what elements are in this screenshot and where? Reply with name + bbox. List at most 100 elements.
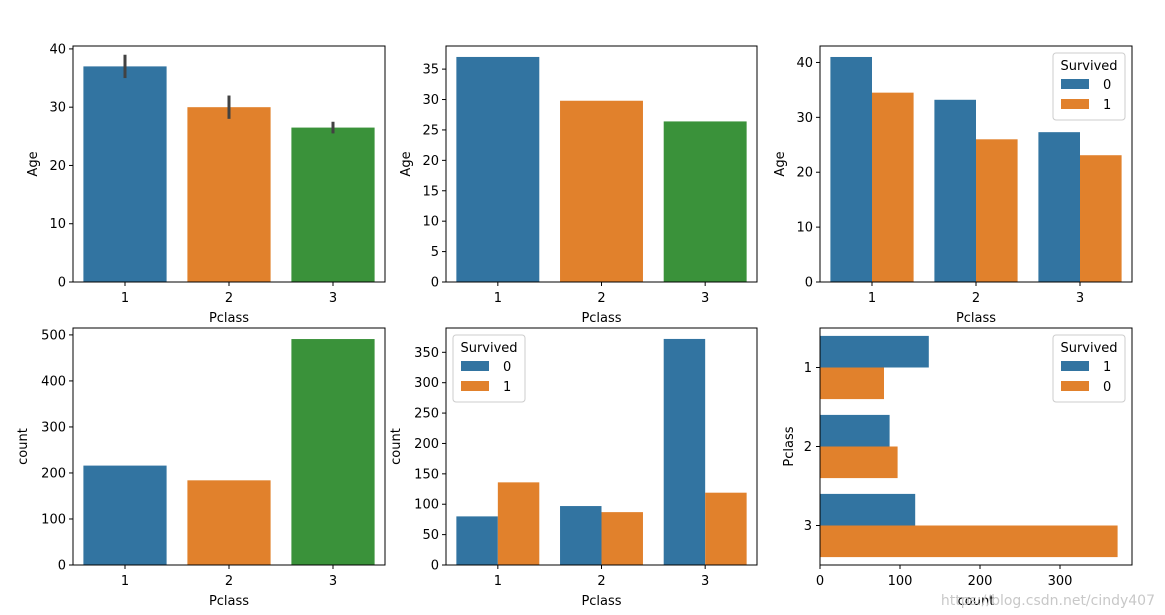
y-tick-label: 400 <box>41 374 66 389</box>
y-tick-label: 20 <box>49 159 66 174</box>
x-axis-label: Pclass <box>956 311 996 326</box>
y-tick-label: 30 <box>796 111 813 126</box>
bar-series0-cat1 <box>456 516 498 565</box>
legend-swatch <box>1061 79 1089 89</box>
bar-cat1 <box>83 465 167 565</box>
y-tick-label: 1 <box>804 361 812 376</box>
x-tick-label: 1 <box>121 291 129 306</box>
bar-series1-cat3 <box>705 492 747 565</box>
bar-series0-cat1 <box>820 367 884 400</box>
x-tick-label: 1 <box>868 291 876 306</box>
bar-series1-cat1 <box>872 92 914 283</box>
legend: Survived 0 1 <box>452 334 526 403</box>
legend-title: Survived <box>1060 341 1117 356</box>
legend-entry: 1 <box>503 380 511 395</box>
chart-panel-2: 0 5 10 15 20 25 30 35 1 2 3 Pclass Age <box>399 45 758 326</box>
y-tick-label: 500 <box>41 328 66 343</box>
bar-series1-cat2 <box>976 139 1018 282</box>
bar-cat1 <box>83 66 167 282</box>
bar-series0-cat1 <box>830 56 872 282</box>
x-axis-label: Pclass <box>581 594 621 609</box>
x-tick-label: 3 <box>1076 291 1084 306</box>
x-tick-label: 300 <box>1048 574 1073 589</box>
x-tick-label: 2 <box>597 291 605 306</box>
y-tick-label: 40 <box>796 56 813 71</box>
bar-cat3 <box>291 127 375 282</box>
y-tick-label: 30 <box>49 101 66 116</box>
watermark-text: https://blog.csdn.net/cindy407 <box>940 593 1155 609</box>
y-tick-label: 3 <box>804 519 812 534</box>
y-tick-label: 300 <box>414 376 439 391</box>
chart-panel-1: 0 10 20 30 40 1 2 3 Pclass Age <box>26 42 386 326</box>
x-tick-label: 1 <box>494 574 502 589</box>
y-tick-label: 0 <box>805 276 813 291</box>
y-tick-label: 100 <box>41 512 66 527</box>
y-tick-label: 25 <box>422 123 439 138</box>
legend-swatch <box>1061 99 1089 109</box>
chart-panel-4: 0 100 200 300 400 500 1 2 3 Pclass count <box>16 327 386 609</box>
legend: Survived 0 1 <box>1052 52 1126 121</box>
x-tick-label: 100 <box>888 574 913 589</box>
y-tick-label: 0 <box>431 559 439 574</box>
bar-cat2 <box>187 107 271 283</box>
y-tick-label: 20 <box>796 166 813 181</box>
legend-title: Survived <box>1060 59 1117 74</box>
chart-panel-6: 0 100 200 300 1 2 3 count Pclass Survived 1 0 <box>782 327 1133 609</box>
x-axis-label: Pclass <box>581 311 621 326</box>
y-tick-label: 2 <box>804 440 812 455</box>
chart-panel-5: 0 50 100 150 200 250 300 350 1 2 3 Pclass count Survi… <box>389 327 758 609</box>
x-axis-label: Pclass <box>209 311 249 326</box>
bar-cat3 <box>291 339 375 565</box>
y-tick-label: 350 <box>414 346 439 361</box>
y-tick-label: 40 <box>49 42 66 57</box>
y-axis-label: Age <box>26 151 41 176</box>
x-tick-label: 2 <box>597 574 605 589</box>
bar-series0-cat3 <box>663 338 706 565</box>
chart-panel-3: 0 10 20 30 40 1 2 3 Pclass Age Survived 0 1 <box>773 45 1133 326</box>
x-tick-label: 2 <box>225 291 233 306</box>
legend-entry: 0 <box>1103 78 1111 93</box>
bar-cat2 <box>187 480 271 565</box>
y-tick-label: 200 <box>414 437 439 452</box>
legend: Survived 1 0 <box>1052 334 1126 403</box>
bar-series1-cat1 <box>497 482 540 565</box>
x-tick-label: 2 <box>225 574 233 589</box>
y-axis-label: count <box>16 428 31 465</box>
y-axis-label: Age <box>773 151 788 176</box>
y-tick-label: 0 <box>58 559 66 574</box>
x-tick-label: 1 <box>494 291 502 306</box>
legend-entry: 1 <box>1103 360 1111 375</box>
x-axis-label: Pclass <box>209 594 249 609</box>
bar-series1-cat2 <box>820 414 890 447</box>
bar-series0-cat2 <box>934 99 976 283</box>
legend-swatch <box>461 361 489 371</box>
legend-entry: 0 <box>1103 380 1111 395</box>
y-tick-label: 50 <box>422 528 439 543</box>
y-tick-label: 10 <box>49 217 66 232</box>
y-tick-label: 150 <box>414 467 439 482</box>
y-tick-label: 300 <box>41 420 66 435</box>
y-tick-label: 15 <box>422 184 439 199</box>
legend-entry: 1 <box>1103 98 1111 113</box>
bar-series1-cat1 <box>820 335 929 368</box>
legend-swatch <box>1061 381 1089 391</box>
x-tick-label: 3 <box>329 291 337 306</box>
y-axis-label: Pclass <box>782 426 797 466</box>
x-tick-label: 2 <box>972 291 980 306</box>
legend-swatch <box>1061 361 1089 371</box>
bar-series1-cat3 <box>820 493 916 526</box>
y-tick-label: 100 <box>414 498 439 513</box>
y-tick-label: 10 <box>422 215 439 230</box>
y-tick-label: 5 <box>431 245 439 260</box>
x-tick-label: 3 <box>701 291 709 306</box>
y-tick-label: 35 <box>422 63 439 78</box>
x-axis-label: count <box>958 594 995 609</box>
y-tick-label: 250 <box>414 407 439 422</box>
bar-cat3 <box>663 121 747 282</box>
x-tick-label: 3 <box>329 574 337 589</box>
legend-entry: 0 <box>503 360 511 375</box>
y-axis-label: Age <box>399 151 414 176</box>
y-tick-label: 30 <box>422 93 439 108</box>
y-tick-label: 20 <box>422 154 439 169</box>
